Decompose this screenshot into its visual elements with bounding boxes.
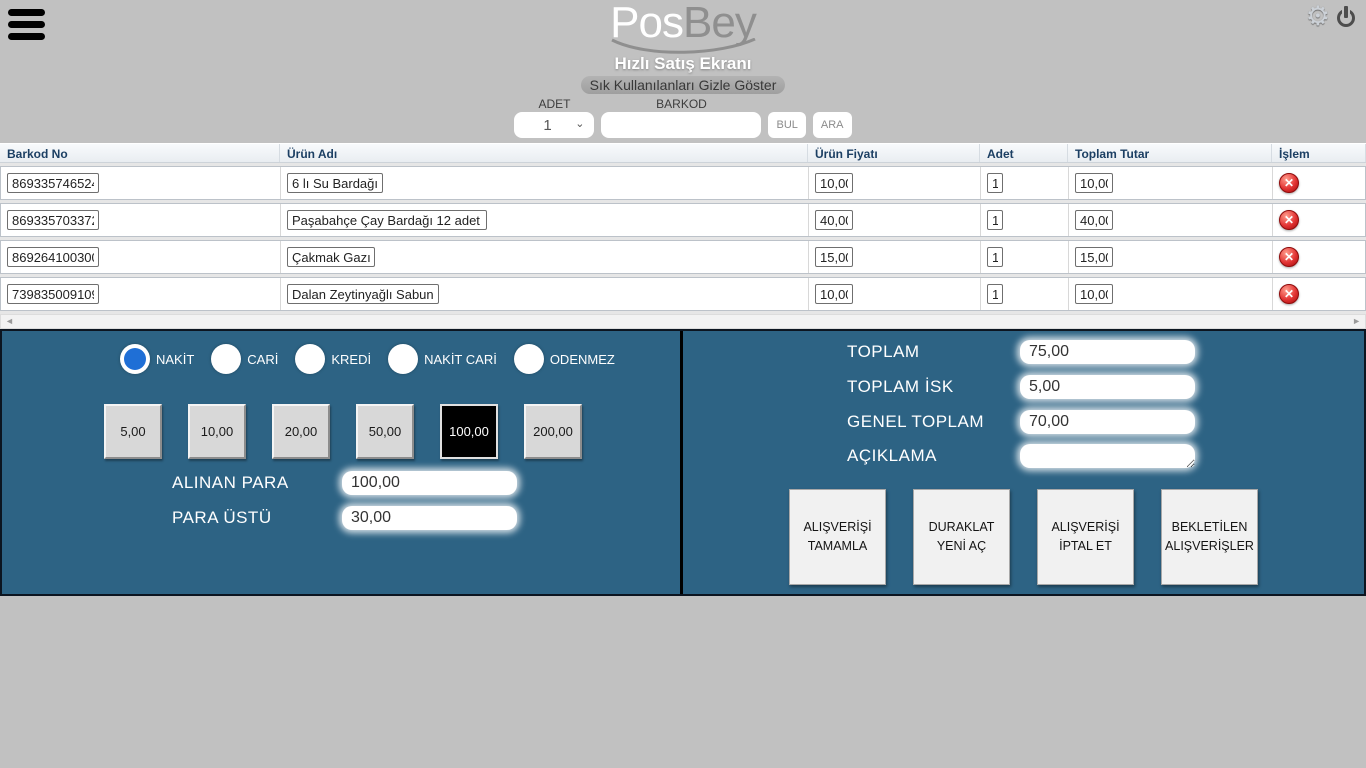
table-header-row: Barkod No Ürün Adı Ürün Fiyatı Adet Topl… <box>0 143 1366 163</box>
toplam-isk-label: TOPLAM İSK <box>847 377 954 396</box>
horizontal-scrollbar[interactable]: ◄ ► <box>0 314 1366 329</box>
para-ustu-input[interactable] <box>342 506 517 530</box>
radio-button-selected[interactable] <box>120 344 150 374</box>
ara-button[interactable]: ARA <box>812 112 852 139</box>
cancel-sale-button[interactable]: ALIŞVERİŞİ İPTAL ET <box>1037 489 1134 585</box>
column-header-toplam-tutar: Toplam Tutar <box>1068 144 1272 162</box>
radio-button[interactable] <box>513 344 544 374</box>
complete-sale-button[interactable]: ALIŞVERİŞİ TAMAMLA <box>789 489 886 585</box>
denom-50-button[interactable]: 50,00 <box>356 404 414 459</box>
table-row <box>0 203 1366 237</box>
scroll-left-icon[interactable]: ◄ <box>5 316 14 326</box>
payment-method-radios: NAKİT CARİ KREDİ NAKİT CARİ ODENMEZ <box>120 344 615 374</box>
radio-kredi[interactable]: KREDİ <box>295 344 371 374</box>
delete-icon[interactable] <box>1279 173 1299 193</box>
aciklama-textarea[interactable] <box>1020 444 1195 468</box>
row-urun-adi-input[interactable] <box>287 173 383 193</box>
alinan-para-label: ALINAN PARA <box>172 473 289 492</box>
row-toplam-input[interactable] <box>1075 210 1113 230</box>
row-adet-input[interactable] <box>987 210 1003 230</box>
denom-10-button[interactable]: 10,00 <box>188 404 246 459</box>
toplam-isk-input[interactable] <box>1020 375 1195 399</box>
toplam-label: TOPLAM <box>847 342 920 361</box>
toplam-input[interactable] <box>1020 340 1195 364</box>
row-adet-input[interactable] <box>987 284 1003 304</box>
power-icon[interactable] <box>1335 5 1357 29</box>
column-header-adet: Adet <box>980 144 1068 162</box>
row-barkod-input[interactable] <box>7 247 99 267</box>
aciklama-label: AÇIKLAMA <box>847 446 937 465</box>
denom-20-button[interactable]: 20,00 <box>272 404 330 459</box>
favorites-toggle-button[interactable]: Sık Kullanılanları Gizle Göster <box>580 76 786 95</box>
radio-nakit[interactable]: NAKİT <box>120 344 194 374</box>
scroll-right-icon[interactable]: ► <box>1352 316 1361 326</box>
adet-select[interactable]: 1 <box>514 112 595 139</box>
radio-odenmez[interactable]: ODENMEZ <box>513 344 615 374</box>
column-header-barkod: Barkod No <box>0 144 280 162</box>
held-sales-button[interactable]: BEKLETİLEN ALIŞVERİŞLER <box>1161 489 1258 585</box>
radio-nakit-cari[interactable]: NAKİT CARİ <box>388 344 497 374</box>
gear-icon[interactable]: ⚙ <box>1305 1 1330 31</box>
row-urun-adi-input[interactable] <box>287 247 375 267</box>
table-row <box>0 277 1366 311</box>
radio-button[interactable] <box>211 344 242 374</box>
delete-icon[interactable] <box>1279 247 1299 267</box>
row-fiyat-input[interactable] <box>815 284 853 304</box>
row-toplam-input[interactable] <box>1075 247 1113 267</box>
table-row <box>0 166 1366 200</box>
row-toplam-input[interactable] <box>1075 284 1113 304</box>
row-barkod-input[interactable] <box>7 284 99 304</box>
logo-swoosh <box>611 38 756 54</box>
barkod-label: BARKOD <box>656 97 707 112</box>
denom-5-button[interactable]: 5,00 <box>104 404 162 459</box>
header: ⚙ PosBey Hızlı Satış Ekranı Sık Kullanıl… <box>0 0 1366 143</box>
row-urun-adi-input[interactable] <box>287 284 439 304</box>
genel-toplam-label: GENEL TOPLAM <box>847 412 985 431</box>
delete-icon[interactable] <box>1279 210 1299 230</box>
row-fiyat-input[interactable] <box>815 173 853 193</box>
row-fiyat-input[interactable] <box>815 247 853 267</box>
delete-icon[interactable] <box>1279 284 1299 304</box>
row-urun-adi-input[interactable] <box>287 210 487 230</box>
row-adet-input[interactable] <box>987 173 1003 193</box>
row-barkod-input[interactable] <box>7 173 99 193</box>
barcode-controls: ADET 1 ⌄ BARKOD BUL ARA <box>514 97 852 139</box>
payment-section: NAKİT CARİ KREDİ NAKİT CARİ ODENMEZ 5,00… <box>0 329 1366 596</box>
column-header-urun-fiyati: Ürün Fiyatı <box>808 144 980 162</box>
page-title: Hızlı Satış Ekranı <box>614 54 752 74</box>
pause-open-new-button[interactable]: DURAKLAT YENİ AÇ <box>913 489 1010 585</box>
bul-button[interactable]: BUL <box>768 112 806 139</box>
barkod-input[interactable] <box>601 112 762 139</box>
radio-button[interactable] <box>388 344 419 374</box>
denom-200-button[interactable]: 200,00 <box>524 404 582 459</box>
denomination-buttons: 5,00 10,00 20,00 50,00 100,00 200,00 <box>104 404 582 459</box>
payment-panel: NAKİT CARİ KREDİ NAKİT CARİ ODENMEZ 5,00… <box>2 331 683 594</box>
table-row <box>0 240 1366 274</box>
column-header-urun-adi: Ürün Adı <box>280 144 808 162</box>
adet-label: ADET <box>538 97 571 112</box>
row-adet-input[interactable] <box>987 247 1003 267</box>
row-fiyat-input[interactable] <box>815 210 853 230</box>
alinan-para-input[interactable] <box>342 471 517 495</box>
para-ustu-label: PARA ÜSTÜ <box>172 508 272 527</box>
radio-cari[interactable]: CARİ <box>211 344 278 374</box>
posbey-logo: PosBey <box>610 0 757 47</box>
denom-100-button[interactable]: 100,00 <box>440 404 498 459</box>
column-header-islem: İşlem <box>1272 144 1366 162</box>
sale-items-table: Barkod No Ürün Adı Ürün Fiyatı Adet Topl… <box>0 143 1366 329</box>
hamburger-menu-icon[interactable] <box>8 9 45 45</box>
summary-panel: TOPLAM TOPLAM İSK GENEL TOPLAM AÇIKLAMA … <box>683 331 1364 594</box>
row-toplam-input[interactable] <box>1075 173 1113 193</box>
genel-toplam-input[interactable] <box>1020 410 1195 434</box>
row-barkod-input[interactable] <box>7 210 99 230</box>
radio-button[interactable] <box>295 344 326 374</box>
action-buttons: ALIŞVERİŞİ TAMAMLA DURAKLAT YENİ AÇ ALIŞ… <box>789 489 1258 585</box>
